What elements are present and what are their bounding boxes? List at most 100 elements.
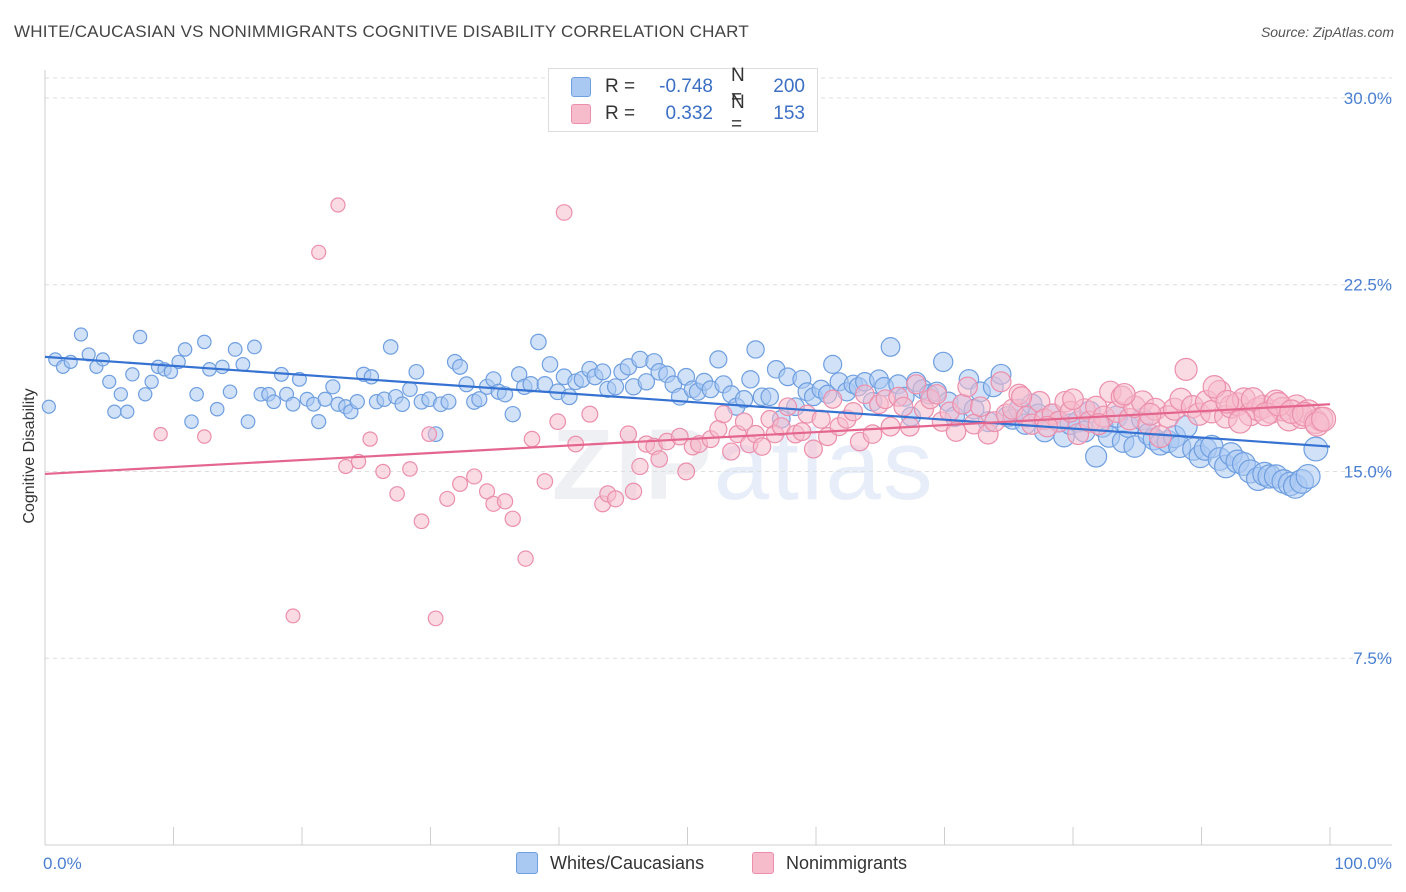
point-whites (266, 394, 282, 410)
legend-n-value: 153 (773, 103, 805, 124)
point-whites (560, 388, 578, 406)
point-whites (637, 373, 656, 391)
point-nonimmigrants (197, 429, 212, 444)
point-nonimmigrants (555, 204, 573, 221)
point-nonimmigrants (734, 412, 754, 431)
point-nonimmigrants (581, 405, 599, 423)
point-nonimmigrants (311, 244, 327, 260)
point-nonimmigrants (619, 425, 638, 443)
x-tick-label: 100.0% (1334, 854, 1392, 873)
point-nonimmigrants (752, 437, 772, 456)
legend-swatch-blue (571, 77, 591, 97)
point-whites (394, 396, 411, 413)
point-whites (285, 396, 301, 412)
series-nonimmigrants (153, 197, 1337, 627)
point-nonimmigrants (1010, 386, 1033, 408)
legend-r-value: 0.332 (665, 103, 713, 124)
point-nonimmigrants (1062, 388, 1084, 411)
point-whites (823, 354, 843, 374)
point-whites (402, 381, 418, 398)
legend: R = -0.748 N = 200 R = 0.332 N = 153 (548, 65, 818, 135)
point-nonimmigrants (466, 468, 483, 485)
point-whites (631, 350, 649, 369)
point-nonimmigrants (285, 608, 301, 624)
point-whites (530, 333, 547, 351)
point-nonimmigrants (504, 510, 521, 527)
point-nonimmigrants (990, 371, 1012, 393)
point-whites (746, 340, 765, 359)
point-whites (325, 379, 341, 395)
point-nonimmigrants (893, 396, 914, 417)
point-nonimmigrants (153, 426, 168, 442)
point-whites (606, 378, 625, 396)
point-nonimmigrants (1148, 425, 1172, 449)
point-nonimmigrants (843, 401, 863, 422)
point-nonimmigrants (496, 493, 514, 510)
point-whites (741, 370, 760, 389)
legend-n-label: N = (731, 92, 745, 135)
point-whites (247, 339, 262, 355)
point-whites (760, 387, 780, 407)
legend-row-whites: R = -0.748 N = 200 (571, 65, 805, 108)
point-nonimmigrants (823, 389, 843, 409)
legend-n-label: N = (731, 65, 745, 108)
point-whites (541, 356, 559, 373)
trend-line-nonimmigrants (44, 403, 1331, 476)
point-whites (471, 391, 488, 408)
point-whites (102, 374, 117, 389)
point-whites (144, 374, 159, 390)
legend-n-value: 200 (773, 76, 805, 97)
point-nonimmigrants (517, 550, 534, 567)
point-nonimmigrants (478, 483, 496, 500)
y-axis-label: Cognitive Disability (21, 388, 38, 523)
point-nonimmigrants (1310, 406, 1337, 432)
point-nonimmigrants (439, 490, 456, 507)
trend-line-whites (44, 355, 1331, 448)
point-nonimmigrants (714, 405, 733, 424)
y-tick-label: 7.5% (1353, 649, 1392, 668)
point-nonimmigrants (811, 409, 831, 429)
point-whites (504, 405, 521, 423)
point-whites (73, 327, 89, 342)
point-nonimmigrants (389, 486, 405, 502)
point-whites (41, 399, 56, 414)
point-whites (1295, 463, 1321, 489)
point-whites (184, 414, 199, 429)
point-nonimmigrants (421, 426, 438, 443)
point-nonimmigrants (778, 397, 798, 417)
point-whites (177, 342, 193, 357)
point-nonimmigrants (452, 475, 469, 492)
legend-swatch-pink (571, 104, 591, 124)
point-whites (240, 414, 256, 430)
point-nonimmigrants (855, 384, 875, 405)
point-whites (440, 393, 457, 410)
point-nonimmigrants (375, 463, 391, 480)
point-nonimmigrants (952, 393, 973, 415)
series-legend-swatch-pink (752, 852, 774, 874)
point-whites (113, 387, 129, 402)
legend-r-label: R = (605, 76, 636, 97)
point-whites (880, 337, 901, 357)
axes (44, 70, 1392, 846)
point-whites (363, 369, 380, 385)
point-whites (222, 384, 238, 400)
point-whites (209, 401, 225, 417)
point-nonimmigrants (413, 513, 430, 530)
point-nonimmigrants (803, 439, 823, 459)
point-nonimmigrants (970, 396, 991, 418)
point-whites (594, 363, 612, 381)
point-nonimmigrants (549, 413, 567, 431)
point-nonimmigrants (1228, 409, 1253, 434)
series-legend-nonimmigrants: Nonimmigrants (752, 852, 907, 874)
point-whites (734, 390, 754, 409)
y-tick-label: 22.5% (1344, 276, 1392, 295)
point-whites (458, 376, 475, 393)
point-nonimmigrants (523, 430, 541, 448)
point-whites (933, 351, 954, 373)
point-nonimmigrants (722, 442, 741, 461)
point-nonimmigrants (906, 374, 927, 395)
point-nonimmigrants (650, 450, 669, 468)
point-whites (408, 363, 425, 380)
series-legend-whites: Whites/Caucasians (516, 852, 704, 874)
